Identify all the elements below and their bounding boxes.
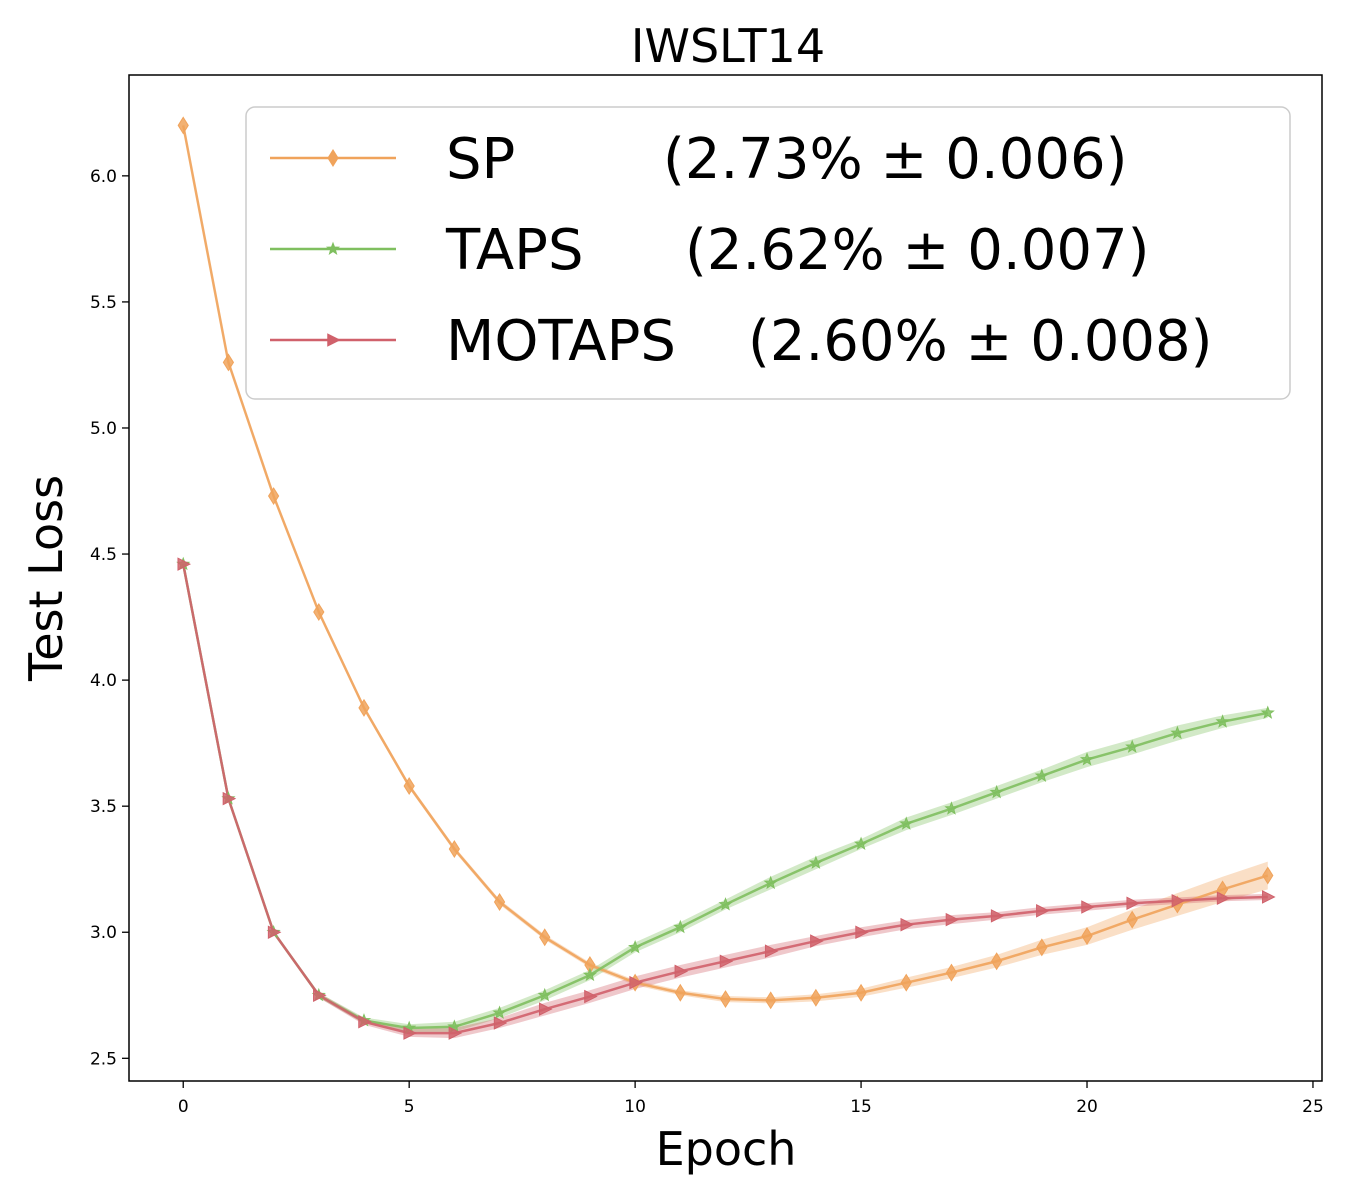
legend-marker-sp <box>327 149 339 167</box>
sp-point <box>855 983 867 1002</box>
legend-stat-sp: (2.73% ± 0.006) <box>663 127 1127 192</box>
sp-point <box>493 892 506 911</box>
taps-point <box>537 987 552 1002</box>
x-axis-label: Epoch <box>656 1122 797 1176</box>
y-axis-label: Test Loss <box>19 475 73 682</box>
taps-point <box>1260 705 1275 719</box>
y-tick-label: 3.5 <box>90 797 117 817</box>
sp-point <box>945 963 958 982</box>
motaps-point <box>945 912 960 927</box>
taps-point <box>628 939 643 954</box>
legend-label-sp: SP <box>446 127 515 192</box>
taps-point <box>718 897 733 911</box>
sp-point <box>810 988 822 1007</box>
sp-point <box>403 777 415 795</box>
taps-point <box>1079 752 1095 766</box>
legend-marker-motaps <box>327 333 341 347</box>
taps-point <box>1125 739 1140 753</box>
sp-point <box>222 353 235 372</box>
motaps-point <box>629 975 643 990</box>
taps-point <box>763 875 778 890</box>
series-markers <box>176 116 1276 1040</box>
x-tick-label: 10 <box>624 1097 646 1117</box>
taps-point <box>808 855 823 869</box>
sp-point <box>267 487 280 506</box>
legend-box <box>245 106 1291 400</box>
y-tick-label: 5.0 <box>90 419 117 439</box>
y-tick-label: 4.5 <box>90 545 117 565</box>
legend-marker-taps <box>325 241 341 256</box>
sp-point <box>358 698 370 717</box>
motaps-point <box>764 944 779 958</box>
sp-point <box>1081 927 1093 946</box>
x-axis-ticks: 0 5 10 15 20 25 <box>178 1081 1324 1117</box>
y-tick-label: 5.5 <box>90 293 117 313</box>
legend-stat-motaps: (2.60% ± 0.008) <box>748 309 1212 374</box>
taps-point <box>944 801 959 815</box>
motaps-point <box>719 954 734 968</box>
taps-point <box>899 816 914 830</box>
sp-point <box>900 973 912 992</box>
motaps-band <box>183 562 1268 1039</box>
sp-point <box>991 952 1003 971</box>
sp-point <box>313 603 325 622</box>
sp-point <box>674 983 686 1002</box>
sp-point <box>1036 938 1048 957</box>
taps-point <box>673 919 688 934</box>
taps-point <box>1215 714 1230 728</box>
y-tick-label: 3.0 <box>90 923 117 943</box>
motaps-point <box>403 1026 417 1040</box>
sp-point <box>1126 910 1138 929</box>
sp-point <box>448 840 460 859</box>
taps-point <box>989 784 1004 799</box>
legend-label-taps: TAPS <box>445 218 583 283</box>
motaps-point <box>538 1002 553 1016</box>
x-tick-label: 0 <box>178 1097 189 1117</box>
plot-area-frame <box>128 74 1323 1082</box>
y-tick-label: 6.0 <box>90 167 117 187</box>
motaps-point <box>358 1014 372 1029</box>
y-tick-label: 2.5 <box>90 1049 117 1069</box>
motaps-point <box>584 989 598 1004</box>
sp-band <box>183 122 1268 1004</box>
motaps-point <box>313 988 327 1003</box>
motaps-point <box>900 917 915 932</box>
motaps-point <box>1216 891 1231 905</box>
sp-point <box>719 990 732 1009</box>
taps-point <box>492 1005 507 1019</box>
taps-point <box>1034 768 1049 782</box>
motaps-point <box>1036 904 1050 918</box>
taps-point <box>854 836 869 851</box>
chart-title: IWSLT14 <box>631 19 825 73</box>
motaps-point <box>493 1016 508 1030</box>
motaps-point <box>1126 896 1140 911</box>
x-tick-label: 15 <box>850 1097 872 1117</box>
sp-point <box>765 991 777 1010</box>
motaps-point <box>1171 893 1186 908</box>
legend: SP (2.73% ± 0.006) TAPS (2.62% ± 0.007)MOTA… <box>245 106 1291 400</box>
taps-point <box>582 967 598 982</box>
y-tick-label: 4.0 <box>90 671 117 691</box>
taps-point <box>1170 725 1185 740</box>
motaps-point <box>990 909 1005 923</box>
sp-point <box>177 116 189 135</box>
x-tick-label: 25 <box>1302 1097 1324 1117</box>
motaps-point <box>448 1026 463 1040</box>
x-tick-label: 20 <box>1076 1097 1098 1117</box>
legend-label-motaps: MOTAPS <box>446 309 676 374</box>
sp-point <box>1262 866 1274 885</box>
motaps-point <box>267 925 282 940</box>
y-axis-ticks: 2.5 3.0 3.5 4.0 4.5 5.0 5.5 6.0 <box>90 167 129 1069</box>
sp-point <box>539 928 551 947</box>
motaps-point <box>177 557 191 571</box>
motaps-point <box>674 964 689 979</box>
motaps-point <box>810 934 824 948</box>
motaps-point <box>1262 890 1276 904</box>
motaps-point <box>855 925 869 940</box>
motaps-point <box>1081 900 1095 914</box>
x-tick-label: 5 <box>404 1097 415 1117</box>
motaps-point <box>222 791 237 806</box>
legend-stat-taps: (2.62% ± 0.007) <box>685 218 1149 283</box>
